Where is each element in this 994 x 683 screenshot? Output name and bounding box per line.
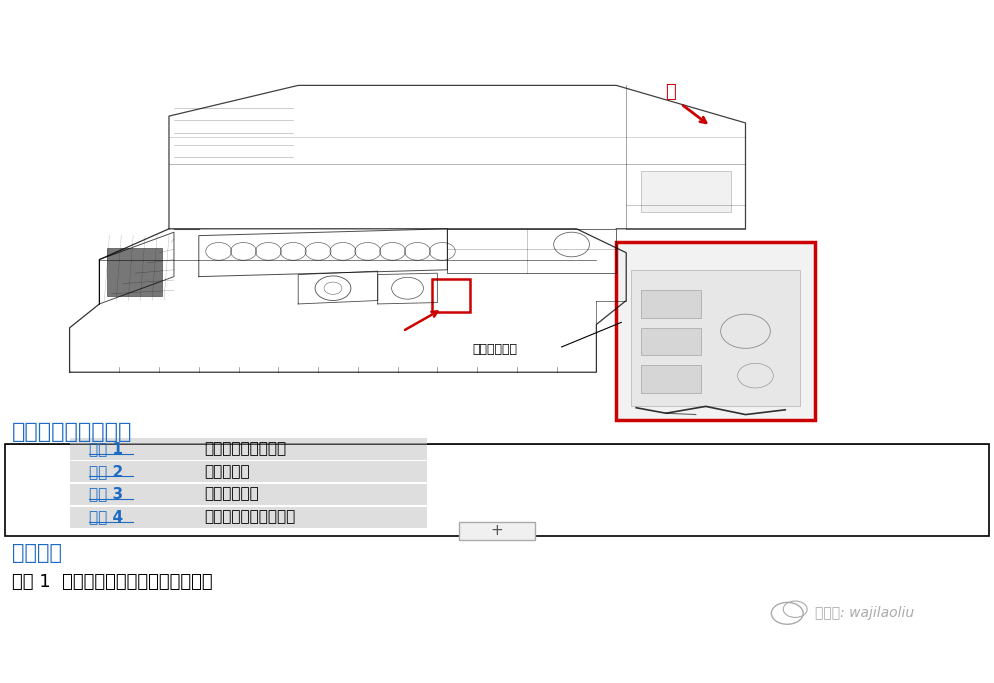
Text: 泵比例电磁阀: 泵比例电磁阀: [472, 343, 517, 357]
Bar: [70, 507, 427, 528]
Text: +: +: [491, 523, 503, 538]
Bar: [70, 461, 427, 482]
Text: 步骤向导: 步骤向导: [12, 543, 62, 563]
Text: －检查本故障是否消除: －检查本故障是否消除: [204, 510, 295, 525]
Bar: [641, 328, 701, 355]
Bar: [641, 365, 701, 393]
Bar: [107, 248, 162, 296]
Bar: [616, 242, 815, 420]
Text: －泵比例电磁阀故障: －泵比例电磁阀故障: [204, 441, 286, 456]
Bar: [459, 522, 535, 540]
Text: 步骤 1  检查泵比例电磁阀是否出现故障: 步骤 1 检查泵比例电磁阀是否出现故障: [12, 573, 213, 591]
Bar: [10, 10, 984, 420]
Bar: [70, 484, 427, 505]
Bar: [5, 444, 989, 536]
Text: 步骤 2: 步骤 2: [89, 464, 123, 479]
Text: 微信号: wajilaoliu: 微信号: wajilaoliu: [815, 607, 914, 620]
Text: 步骤 1: 步骤 1: [89, 441, 123, 456]
Text: 步骤 4: 步骤 4: [89, 510, 123, 525]
Text: 故障诊断及排除步骤: 故障诊断及排除步骤: [12, 422, 132, 443]
Text: －连接器故障: －连接器故障: [204, 486, 258, 501]
Bar: [631, 270, 800, 406]
Bar: [641, 171, 731, 212]
Bar: [641, 290, 701, 318]
Text: －线束断路: －线束断路: [204, 464, 249, 479]
Text: 步骤 3: 步骤 3: [89, 486, 123, 501]
Text: 前: 前: [666, 83, 676, 101]
Bar: [432, 279, 470, 312]
Bar: [70, 438, 427, 460]
